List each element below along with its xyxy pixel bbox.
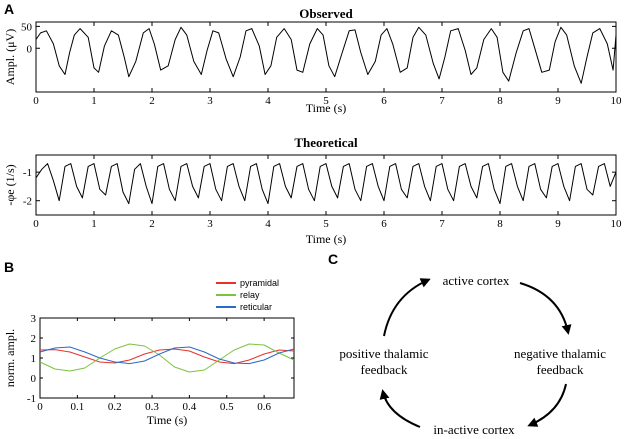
- cycle-node-negative-feedback-line1: negative thalamic: [514, 346, 606, 361]
- x-tick-label: 7: [439, 218, 445, 230]
- x-tick-label: 4: [265, 95, 271, 107]
- y-tick-label: 3: [31, 313, 37, 325]
- legend-label-pyramidal: pyramidal: [240, 278, 279, 288]
- x-tick-label: 1: [91, 218, 97, 230]
- x-tick-label: 8: [497, 95, 503, 107]
- y-tick-label: 2: [31, 333, 37, 345]
- x-tick-label: 0: [33, 95, 39, 107]
- x-tick-label: 6: [381, 95, 387, 107]
- y-tick-label: 0: [31, 373, 37, 385]
- chart-title: Theoretical: [294, 135, 358, 150]
- y-tick-label: 50: [21, 21, 33, 33]
- x-tick-label: 9: [555, 218, 561, 230]
- x-tick-label: 9: [555, 95, 561, 107]
- x-axis-label: Time (s): [306, 101, 347, 115]
- y-tick-label: -1: [27, 393, 36, 405]
- x-tick-label: 2: [149, 218, 155, 230]
- x-tick-label: 0.4: [183, 401, 197, 413]
- x-tick-label: 3: [207, 95, 213, 107]
- y-axis-label: -φe (1/s): [3, 164, 17, 205]
- series-line-series-0: [35, 163, 617, 205]
- x-tick-label: 7: [439, 95, 445, 107]
- x-tick-label: 10: [611, 218, 623, 230]
- x-tick-label: 0: [37, 401, 43, 413]
- cycle-arrow-top-left: [383, 278, 431, 337]
- y-tick-label: 0: [27, 43, 33, 55]
- y-axis-label: norm. ampl.: [3, 329, 17, 387]
- series-line-series-0: [35, 26, 617, 84]
- x-tick-label: 0.2: [108, 401, 122, 413]
- series-line-pyramidal: [39, 348, 295, 365]
- x-tick-label: 0.5: [220, 401, 234, 413]
- x-axis-label: Time (s): [147, 413, 188, 427]
- legend-label-reticular: reticular: [240, 302, 272, 312]
- cycle-node-active-cortex: active cortex: [443, 273, 510, 288]
- panel-letter-c: C: [328, 251, 338, 267]
- plot-frame: [35, 21, 617, 93]
- chart-theoretical: Theoretical 0 1 2 3 4 5 6 7 8 9 10 -2 -1 Time (s) -φe (…: [3, 135, 622, 246]
- chart-title: Observed: [299, 6, 353, 21]
- x-tick-label: 4: [265, 218, 271, 230]
- y-tick-label: 1: [31, 353, 37, 365]
- series-line-relay: [39, 343, 295, 373]
- x-tick-label: 0: [33, 218, 39, 230]
- x-tick-label: 0.1: [70, 401, 84, 413]
- x-tick-label: 10: [611, 95, 623, 107]
- x-tick-label: 0.6: [257, 401, 271, 413]
- chart-observed: Observed 0 1 2 3 4 5 6 7 8 9 10 0 50 Time (s) Ampl. (μV…: [3, 6, 622, 115]
- cycle-node-positive-feedback-line1: positive thalamic: [339, 346, 428, 361]
- x-tick-label: 0.3: [145, 401, 159, 413]
- cycle-arrow-bottom-left: [379, 389, 421, 428]
- series-line-reticular: [39, 346, 295, 365]
- cycle-arrow-top-right: [519, 282, 572, 335]
- x-tick-label: 1: [91, 95, 97, 107]
- cycle-node-negative-feedback-line2: feedback: [537, 362, 584, 377]
- cycle-node-positive-feedback-line2: feedback: [361, 362, 408, 377]
- plot-frame: [39, 317, 295, 399]
- x-axis-label: Time (s): [306, 232, 347, 246]
- x-tick-label: 3: [207, 218, 213, 230]
- x-tick-label: 8: [497, 218, 503, 230]
- x-tick-label: 6: [381, 218, 387, 230]
- panel-letter-a: A: [4, 1, 14, 17]
- x-tick-label: 2: [149, 95, 155, 107]
- x-tick-label: 5: [323, 95, 329, 107]
- y-tick-label: -1: [23, 167, 32, 179]
- legend-label-relay: relay: [240, 290, 260, 300]
- y-axis-label: Ampl. (μV): [3, 29, 17, 85]
- cycle-arrow-bottom-right: [527, 383, 567, 427]
- panel-letter-b: B: [4, 259, 14, 275]
- y-tick-label: -2: [23, 196, 32, 208]
- cycle-diagram: active cortex negative thalamic feedback…: [339, 273, 606, 437]
- x-tick-label: 5: [323, 218, 329, 230]
- cycle-node-inactive-cortex: in-active cortex: [433, 422, 515, 437]
